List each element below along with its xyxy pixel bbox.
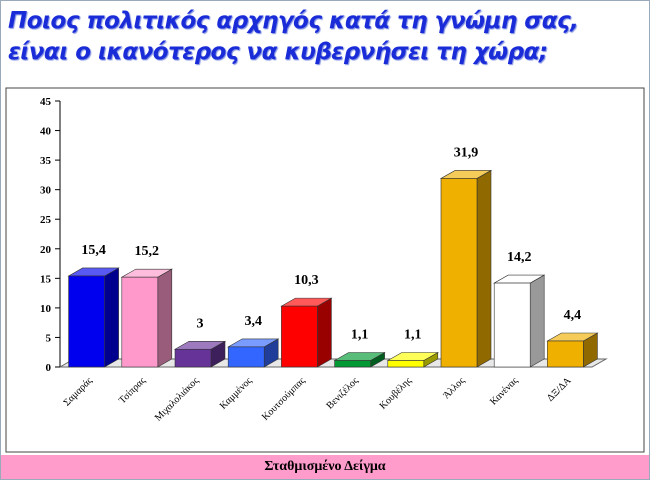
bar	[227, 346, 265, 368]
bar	[174, 348, 212, 368]
bar-side	[104, 267, 119, 368]
value-label: 4,4	[564, 308, 582, 323]
bar-side	[529, 274, 545, 368]
value-label: 1,1	[351, 327, 369, 342]
bar	[281, 305, 318, 368]
value-label: 10,3	[294, 273, 319, 288]
bar-side	[157, 268, 173, 368]
y-tick-label: 0	[46, 362, 52, 374]
y-tick-label: 30	[40, 185, 52, 197]
bar	[334, 360, 371, 368]
y-tick-label: 25	[40, 214, 52, 226]
footer: Σταθμισμένο Δείγμα	[1, 455, 649, 479]
chart-title: Ποιος πολιτικός αρχηγός κατά τη γνώμη σα…	[8, 8, 579, 65]
bar	[440, 178, 478, 368]
y-tick-label: 20	[40, 244, 52, 256]
value-label: 31,9	[454, 145, 479, 160]
value-label: 1,1	[404, 327, 422, 342]
bar-side	[476, 169, 492, 368]
bar	[68, 275, 105, 368]
y-tick-label: 40	[40, 126, 52, 138]
y-tick-label: 35	[40, 155, 52, 167]
bar	[387, 360, 425, 368]
value-label: 3,4	[244, 314, 262, 329]
bar	[493, 282, 531, 368]
value-label: 15,4	[81, 243, 106, 258]
value-label: 15,2	[135, 244, 160, 259]
y-tick-label: 45	[40, 96, 52, 108]
y-tick-label: 15	[40, 273, 52, 285]
y-tick-label: 10	[40, 303, 52, 315]
bar	[547, 340, 584, 368]
bar-side	[317, 297, 332, 368]
value-label: 3	[197, 316, 204, 331]
y-tick-label: 5	[46, 332, 52, 344]
bar	[121, 276, 159, 368]
value-label: 14,2	[507, 250, 532, 265]
